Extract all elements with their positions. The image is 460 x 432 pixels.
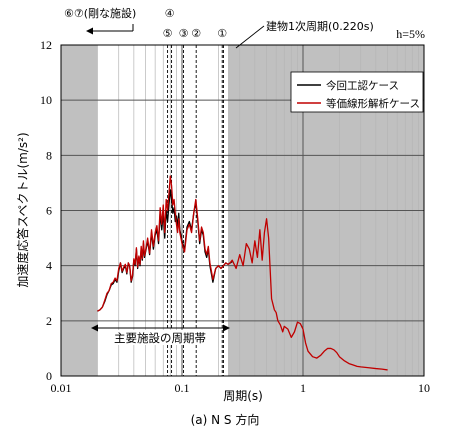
facility-marker-label: ④	[165, 7, 175, 20]
facility-marker-labels: ④ ⑤ ③ ② ①	[163, 7, 228, 40]
y-tick-label: 8	[46, 148, 52, 162]
facility-marker-label: ⑤	[163, 27, 173, 40]
x-tick-label: 0.01	[51, 381, 72, 395]
x-tick-label: 10	[418, 381, 430, 395]
series-lines	[97, 175, 388, 371]
y-tick-label: 0	[46, 369, 52, 383]
series-line-current	[97, 189, 233, 312]
rigid-facility-label: ⑥⑦(剛な施設)	[64, 6, 136, 20]
legend-label-black: 今回工認ケース	[326, 79, 399, 92]
y-tick-label: 10	[40, 93, 52, 107]
series-line-equivalent-linear	[97, 175, 388, 371]
facility-marker-lines	[167, 45, 224, 376]
x-tick-label: 1	[300, 381, 306, 395]
band-label: 主要施設の周期帯	[114, 331, 206, 345]
damping-label: h=5%	[396, 27, 425, 41]
y-axis-label: 加速度応答スペクトル(m/s²)	[15, 132, 30, 287]
y-tick-label: 2	[46, 314, 52, 328]
legend-box	[290, 71, 424, 113]
facility-marker-label: ③	[179, 27, 189, 40]
y-tick-label: 4	[46, 259, 52, 273]
y-tick-label: 6	[46, 204, 52, 218]
rigid-arrow-head	[86, 27, 93, 35]
facility-marker-label: ①	[217, 27, 227, 40]
building-period-leader	[235, 25, 265, 49]
grid-lines	[61, 45, 424, 376]
band-label-bg	[104, 330, 216, 345]
building-period-label: 建物1次周期(0.220s)	[266, 19, 374, 33]
legend-label-red: 等価線形解析ケース	[326, 97, 420, 110]
y-tick-label: 12	[40, 38, 52, 52]
figure-caption: (a) N S 方向	[191, 412, 260, 427]
legend: 今回工認ケース 等価線形解析ケース	[290, 71, 424, 113]
facility-marker-label: ②	[191, 27, 201, 40]
band-arrow-left-head	[91, 324, 98, 332]
plot-frame	[60, 44, 425, 377]
band-arrow-right-head	[223, 324, 230, 332]
x-axis-label: 周期(s)	[223, 389, 263, 403]
x-tick-labels: 0.01 0.1 1 10	[51, 381, 431, 395]
y-tick-labels: 0 2 4 6 8 10 12	[40, 38, 52, 383]
x-tick-label: 0.1	[175, 381, 190, 395]
